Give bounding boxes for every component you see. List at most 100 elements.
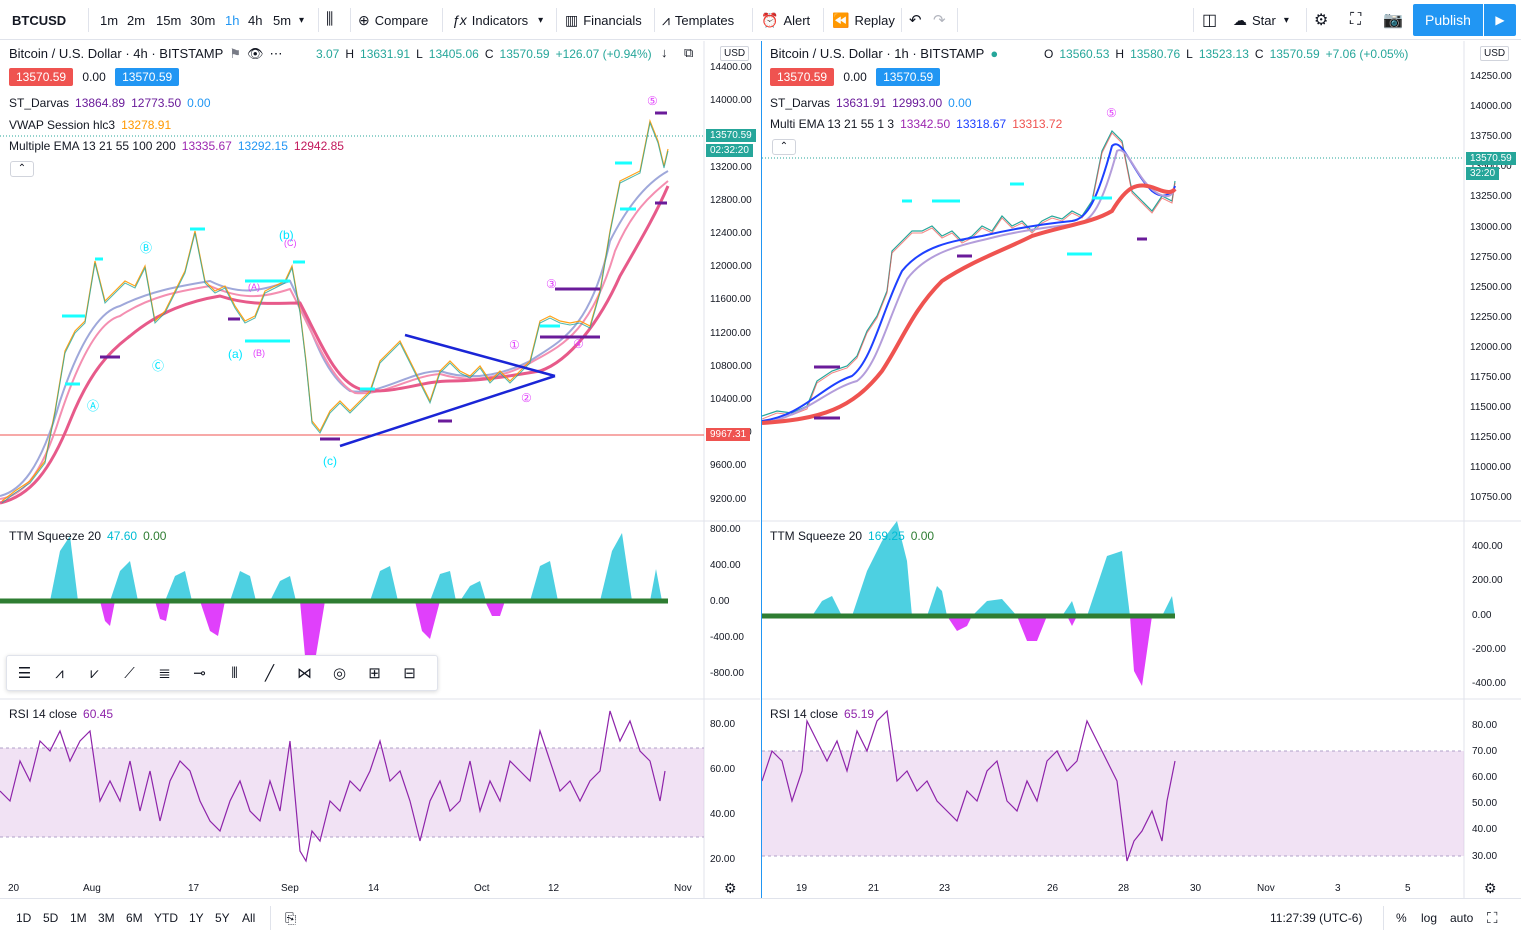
redo-icon[interactable]: ↷: [933, 12, 946, 29]
interval-dropdown-icon[interactable]: ▾: [299, 14, 305, 26]
measure-icon[interactable]: ⊞: [368, 665, 381, 682]
left-collapse-legend-icon[interactable]: ⌃: [10, 161, 34, 177]
pattern-icon[interactable]: ⋈: [297, 665, 312, 682]
range-1D[interactable]: 1D: [16, 911, 32, 925]
left-ttm-tick: -800.00: [710, 668, 744, 679]
symbol-label: BTCUSD: [12, 12, 67, 28]
percent-toggle[interactable]: %: [1396, 911, 1407, 925]
right-price-boxes: 13570.59 0.00 13570.59: [770, 68, 946, 86]
right-ohlc: O 13560.53 H 13580.76 L 13523.13 C 13570.59 +7.0…: [1044, 47, 1409, 61]
left-price-tick: 9200.00: [710, 493, 747, 505]
left-download-icon[interactable]: ↓: [661, 45, 668, 60]
fib-extension-icon[interactable]: ⊟: [403, 665, 416, 682]
right-ask-box[interactable]: 13570.59: [876, 68, 941, 86]
trend-line-icon[interactable]: ⟋: [124, 664, 135, 682]
range-5Y[interactable]: 5Y: [215, 911, 230, 925]
camera-icon[interactable]: 📷: [1383, 12, 1403, 29]
line-icon[interactable]: ╱: [264, 665, 275, 682]
candle-style-icon[interactable]: ⫼: [326, 11, 334, 28]
right-ttm-legend[interactable]: TTM Squeeze 20 169.25 0.00: [770, 529, 935, 543]
left-rsi-legend[interactable]: RSI 14 close 60.45: [9, 707, 114, 721]
left-currency-label[interactable]: USD: [720, 46, 750, 61]
interval-30m[interactable]: 30m: [190, 12, 216, 28]
interval-15m[interactable]: 15m: [156, 12, 182, 28]
right-bid-box[interactable]: 13570.59: [770, 68, 835, 86]
range-All[interactable]: All: [242, 911, 256, 925]
left-time-tick: 20: [8, 883, 20, 894]
elliott-impulse-icon[interactable]: ⩘: [55, 664, 64, 682]
replay-button[interactable]: ⏪ Replay: [832, 11, 895, 28]
long-position-icon[interactable]: ⫴: [231, 664, 238, 682]
left-ask-box[interactable]: 13570.59: [115, 68, 180, 86]
undo-icon[interactable]: ↶: [909, 12, 922, 29]
publish-video-icon[interactable]: ▶: [1484, 4, 1516, 36]
log-toggle[interactable]: log: [1421, 911, 1438, 925]
left-maximize-icon[interactable]: ⧉: [684, 45, 694, 60]
range-6M[interactable]: 6M: [126, 911, 143, 925]
fullscreen-icon[interactable]: ⛶: [1350, 11, 1362, 28]
right-ema-legend[interactable]: Multi EMA 13 21 55 1 3 13342.50 13318.67 13…: [770, 117, 1063, 131]
templates-button[interactable]: ⩘ Templates: [662, 11, 735, 28]
left-price-tag: 13570.59: [706, 129, 756, 142]
range-1Y[interactable]: 1Y: [189, 911, 204, 925]
left-price-tick: 10800.00: [710, 360, 752, 372]
wave-label-B1: Ⓑ: [140, 241, 153, 255]
left-chart[interactable]: Bitcoin / U.S. Dollar · 4h · BITSTAMP ⚑ 👁 ⋯…: [0, 41, 760, 898]
compare-button[interactable]: ⊕ Compare: [358, 11, 429, 28]
wave-label-b: (b): [279, 228, 294, 242]
clock-timezone[interactable]: 11:27:39 (UTC-6): [1270, 911, 1363, 925]
right-rsi-legend[interactable]: RSI 14 close 65.19: [770, 707, 875, 721]
left-chart-canvas[interactable]: [0, 41, 760, 898]
horizontal-ray-icon[interactable]: ⊸: [193, 665, 206, 682]
symbol-search[interactable]: BTCUSD: [12, 0, 66, 40]
right-collapse-legend-icon[interactable]: ⌃: [772, 139, 796, 155]
interval-1m[interactable]: 1m: [100, 12, 119, 28]
left-vwap-legend[interactable]: VWAP Session hlc3 13278.91: [9, 118, 172, 132]
range-3M[interactable]: 3M: [98, 911, 115, 925]
right-chart[interactable]: Bitcoin / U.S. Dollar · 1h · BITSTAMP ● O…: [761, 41, 1521, 898]
layout-icon[interactable]: ◫: [1202, 12, 1218, 29]
publish-button[interactable]: Publish: [1413, 4, 1483, 36]
elliott-correction-icon[interactable]: ⩗: [90, 664, 99, 682]
interval-2m[interactable]: 2m: [127, 12, 146, 28]
fullscreen-icon[interactable]: ⛶: [1487, 909, 1498, 927]
indicators-button[interactable]: ƒx Indicators ▾: [452, 12, 544, 28]
financials-button[interactable]: ▥ Financials: [565, 11, 642, 28]
range-YTD[interactable]: YTD: [154, 911, 178, 925]
right-chart-canvas[interactable]: [762, 41, 1521, 898]
range-5D[interactable]: 5D: [43, 911, 59, 925]
auto-toggle[interactable]: auto: [1450, 911, 1474, 925]
rewind-icon: ⏪: [832, 11, 850, 28]
settings-gear-icon[interactable]: ⚙: [1314, 12, 1329, 29]
left-ema-legend[interactable]: Multiple EMA 13 21 55 100 200 13335.67 132…: [9, 139, 344, 153]
right-symbol-title[interactable]: Bitcoin / U.S. Dollar · 1h · BITSTAMP ●: [770, 46, 999, 61]
right-currency-label[interactable]: USD: [1480, 46, 1510, 61]
alert-button[interactable]: ⏰ Alert: [761, 11, 811, 28]
left-ttm-legend[interactable]: TTM Squeeze 20 47.60 0.00: [9, 529, 167, 543]
left-darvas-legend[interactable]: ST_Darvas 13864.89 12773.50 0.00: [9, 96, 211, 110]
pitchfork-icon[interactable]: ☰: [17, 665, 32, 682]
fib-retracement-icon[interactable]: ≣: [158, 665, 171, 682]
right-darvas-legend[interactable]: ST_Darvas 13631.91 12993.00 0.00: [770, 96, 972, 110]
gann-icon[interactable]: ◎: [332, 665, 347, 682]
left-axis-settings-icon[interactable]: ⚙: [724, 880, 737, 896]
eye-icon[interactable]: 👁: [246, 46, 264, 61]
right-price-tick: 12500.00: [1470, 281, 1512, 293]
range-1M[interactable]: 1M: [70, 911, 87, 925]
left-price-tick: 14400.00: [710, 62, 752, 73]
right-price-tag: 13570.59: [1466, 152, 1516, 165]
market-status-icon: ●: [990, 46, 999, 61]
interval-5m[interactable]: 5m: [273, 12, 292, 28]
right-axis-settings-icon[interactable]: ⚙: [1484, 880, 1497, 896]
left-bid-box[interactable]: 13570.59: [9, 68, 74, 86]
star-button[interactable]: ☁ Star ▾: [1233, 11, 1289, 28]
interval-4h[interactable]: 4h: [248, 12, 263, 28]
interval-1h[interactable]: 1h: [225, 12, 240, 28]
right-price-tick: 11500.00: [1470, 402, 1511, 414]
date-range-icon[interactable]: ⎘: [285, 909, 297, 926]
left-rsi-tick: 60.00: [710, 764, 736, 775]
left-symbol-title[interactable]: Bitcoin / U.S. Dollar · 4h · BITSTAMP ⚑ 👁 ⋯: [9, 46, 283, 61]
flag-icon[interactable]: ⚑: [229, 46, 241, 61]
left-price-tick: 11200.00: [710, 327, 751, 339]
more-icon[interactable]: ⋯: [269, 46, 283, 61]
